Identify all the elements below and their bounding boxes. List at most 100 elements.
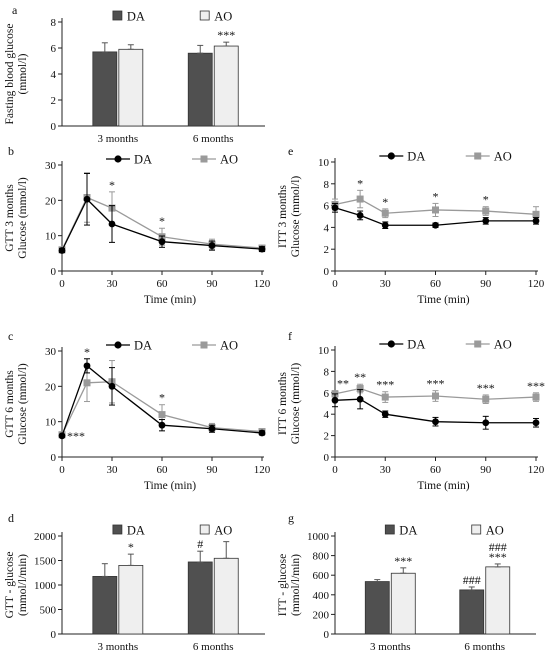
- y-axis-title: ITT - glucose(mmol/l/min): [277, 554, 302, 616]
- y-tick-label: 8: [51, 17, 57, 29]
- y-tick-label: 2000: [34, 531, 57, 543]
- panel-letter: b: [8, 144, 14, 158]
- significance-mark: *: [159, 214, 165, 228]
- x-tick-label: 90: [480, 278, 492, 290]
- data-point-da: [432, 221, 439, 229]
- legend-marker-ao: [474, 152, 482, 160]
- x-tick-label: 0: [332, 278, 338, 290]
- y-tick-label: 1000: [34, 580, 57, 592]
- x-tick-label: 90: [207, 278, 219, 290]
- significance-mark: ***: [489, 550, 507, 564]
- panel-letter: e: [288, 144, 293, 158]
- data-point-da: [482, 217, 490, 225]
- y-tick-label: 0: [324, 266, 330, 278]
- data-point-ao: [356, 385, 364, 393]
- y-tick-label: 2: [324, 431, 330, 443]
- significance-mark: *: [128, 540, 134, 554]
- data-point-ao: [356, 195, 364, 203]
- series-line-ao: [61, 381, 263, 436]
- y-axis-title-line: GTT 6 months: [4, 370, 16, 438]
- series-line-da: [334, 398, 536, 424]
- series-line-da: [334, 207, 536, 226]
- significance-mark: ***: [217, 28, 235, 42]
- data-point-da: [331, 396, 339, 404]
- data-point-da: [58, 432, 66, 440]
- y-tick-label: 2: [51, 95, 57, 107]
- data-point-da: [158, 421, 166, 429]
- panel-a: a 0 2 4 6 8 Fasting blood glucose(mmol/l) DA AO 3…: [4, 3, 265, 145]
- y-tick-label: 30: [45, 346, 57, 358]
- y-tick-label: 0: [51, 266, 57, 278]
- x-category-label: 3 months: [97, 133, 138, 145]
- significance-mark: *: [109, 178, 115, 192]
- significance-mark: ###: [463, 573, 481, 587]
- y-axis-title: ITT 3 monthsGlucose (mmol/l): [277, 176, 302, 258]
- legend-marker-da: [114, 155, 122, 163]
- y-axis-title-line: ITT 6 months: [277, 371, 289, 435]
- panel-letter: f: [288, 329, 292, 343]
- y-tick-label: 10: [45, 231, 57, 243]
- panel-letter: d: [8, 511, 14, 525]
- y-axis-title-line: ITT 3 months: [277, 184, 289, 248]
- y-axis-title-line: Glucose (mmol/l): [17, 363, 29, 445]
- x-tick-label: 120: [254, 464, 271, 476]
- y-tick-label: 8: [324, 366, 330, 378]
- x-category-label: 6 months: [464, 641, 505, 653]
- x-axis-title: Time (min): [417, 480, 469, 492]
- y-axis-title: ITT 6 monthsGlucose (mmol/l): [277, 363, 302, 445]
- legend-label: DA: [407, 338, 425, 352]
- y-axis-title: GTT 6 monthsGlucose (mmol/l): [4, 363, 29, 445]
- x-tick-label: 60: [157, 464, 169, 476]
- significance-mark: ***: [477, 381, 495, 395]
- y-tick-label: 1000: [307, 531, 330, 543]
- data-point-da: [482, 419, 490, 427]
- y-axis-title-line: ITT - glucose: [277, 554, 289, 616]
- data-point-ao: [532, 210, 540, 218]
- y-axis-title-line: GTT - glucose: [4, 552, 16, 619]
- y-tick-label: 10: [318, 345, 330, 357]
- data-point-da: [258, 245, 266, 253]
- legend-swatch-da: [112, 524, 123, 535]
- y-tick-label: 400: [313, 590, 330, 602]
- data-point-da: [108, 382, 116, 390]
- bar-da: [92, 576, 118, 635]
- data-point-da: [532, 419, 540, 427]
- x-tick-label: 30: [380, 278, 392, 290]
- significance-mark: ***: [394, 554, 412, 568]
- y-axis-title-line: Fasting blood glucose: [4, 24, 16, 125]
- data-point-da: [356, 212, 364, 219]
- legend-swatch-ao: [471, 524, 482, 535]
- y-tick-label: 20: [45, 381, 57, 393]
- data-point-da: [331, 204, 339, 212]
- data-point-da: [432, 418, 439, 426]
- significance-mark: *: [433, 189, 439, 203]
- series-line-ao: [334, 198, 537, 215]
- significance-mark: *: [357, 176, 363, 190]
- data-point-da: [208, 242, 216, 249]
- legend-label: DA: [399, 524, 417, 538]
- panel-letter: a: [12, 3, 18, 17]
- x-category-label: 6 months: [193, 641, 234, 653]
- data-point-ao: [482, 207, 490, 215]
- x-tick-label: 120: [528, 464, 545, 476]
- data-point-ao: [381, 209, 389, 217]
- legend-label: AO: [494, 338, 512, 352]
- x-tick-label: 60: [430, 464, 442, 476]
- y-tick-label: 6: [51, 43, 57, 55]
- y-tick-label: 600: [313, 570, 330, 582]
- legend-marker-ao: [200, 155, 208, 163]
- legend-swatch-ao: [199, 10, 210, 21]
- y-tick-label: 0: [324, 629, 330, 641]
- y-axis-title-line: Glucose (mmol/l): [17, 177, 29, 259]
- data-point-da: [258, 429, 266, 437]
- y-tick-label: 0: [51, 452, 57, 464]
- data-point-ao: [432, 392, 439, 400]
- y-tick-label: 800: [313, 551, 330, 563]
- y-axis-title-line: (mmol/l/min): [17, 554, 29, 616]
- series-line-da: [61, 198, 263, 251]
- x-tick-label: 0: [59, 278, 65, 290]
- y-axis-title: GTT 3 monthsGlucose (mmol/l): [4, 177, 29, 259]
- y-tick-label: 8: [324, 179, 330, 191]
- legend-label: AO: [214, 524, 232, 538]
